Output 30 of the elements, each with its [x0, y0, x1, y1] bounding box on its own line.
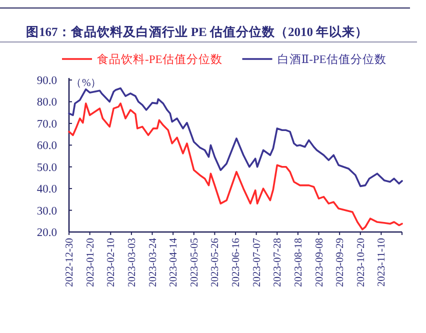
x-tick-label: 2023-05-05 [189, 238, 200, 287]
x-tick-label: 2023-07-07 [252, 238, 263, 287]
x-tick-label: 2023-11-10 [376, 238, 388, 287]
y-tick-label: 40.0 [36, 184, 58, 196]
x-tick-label: 2023-02-10 [106, 238, 118, 287]
x-tick-label: 2023-10-20 [356, 238, 367, 287]
y-axis-title: （%） [71, 78, 102, 89]
x-tick-label: 2023-05-26 [210, 238, 222, 287]
x-tick-label: 2023-08-18 [293, 238, 304, 287]
x-tick-label: 2023-03-24 [148, 237, 159, 287]
line-series [68, 102, 403, 230]
x-tick-label: 2023-03-03 [126, 238, 138, 287]
x-tick-label: 2022-12-30 [64, 238, 76, 287]
y-tick-label: 80.0 [36, 96, 58, 109]
line-series [68, 87, 403, 188]
y-tick-label: 90.0 [36, 75, 58, 87]
x-tick-label: 2023-01-20 [85, 238, 96, 287]
legend-label: 食品饮料-PE估值分位数 [97, 53, 222, 66]
y-tick-label: 60.0 [36, 140, 58, 152]
y-tick-label: 30.0 [36, 205, 58, 218]
x-tick-label: 2023-06-16 [231, 238, 242, 287]
x-tick-label: 2023-09-08 [314, 238, 326, 287]
x-tick-label: 2023-04-14 [168, 237, 180, 287]
x-tick-label: 2023-07-28 [272, 238, 284, 287]
y-tick-label: 20.0 [36, 227, 58, 239]
legend-label: 白酒Ⅱ-PE估值分位数 [277, 53, 386, 66]
y-tick-label: 70.0 [36, 118, 58, 130]
y-tick-label: 50.0 [36, 162, 58, 174]
x-tick-label: 2023-09-29 [335, 238, 346, 287]
chart-title: 图167：食品饮料及白酒行业 PE 估值分位数（2010 年以来） [26, 24, 368, 39]
